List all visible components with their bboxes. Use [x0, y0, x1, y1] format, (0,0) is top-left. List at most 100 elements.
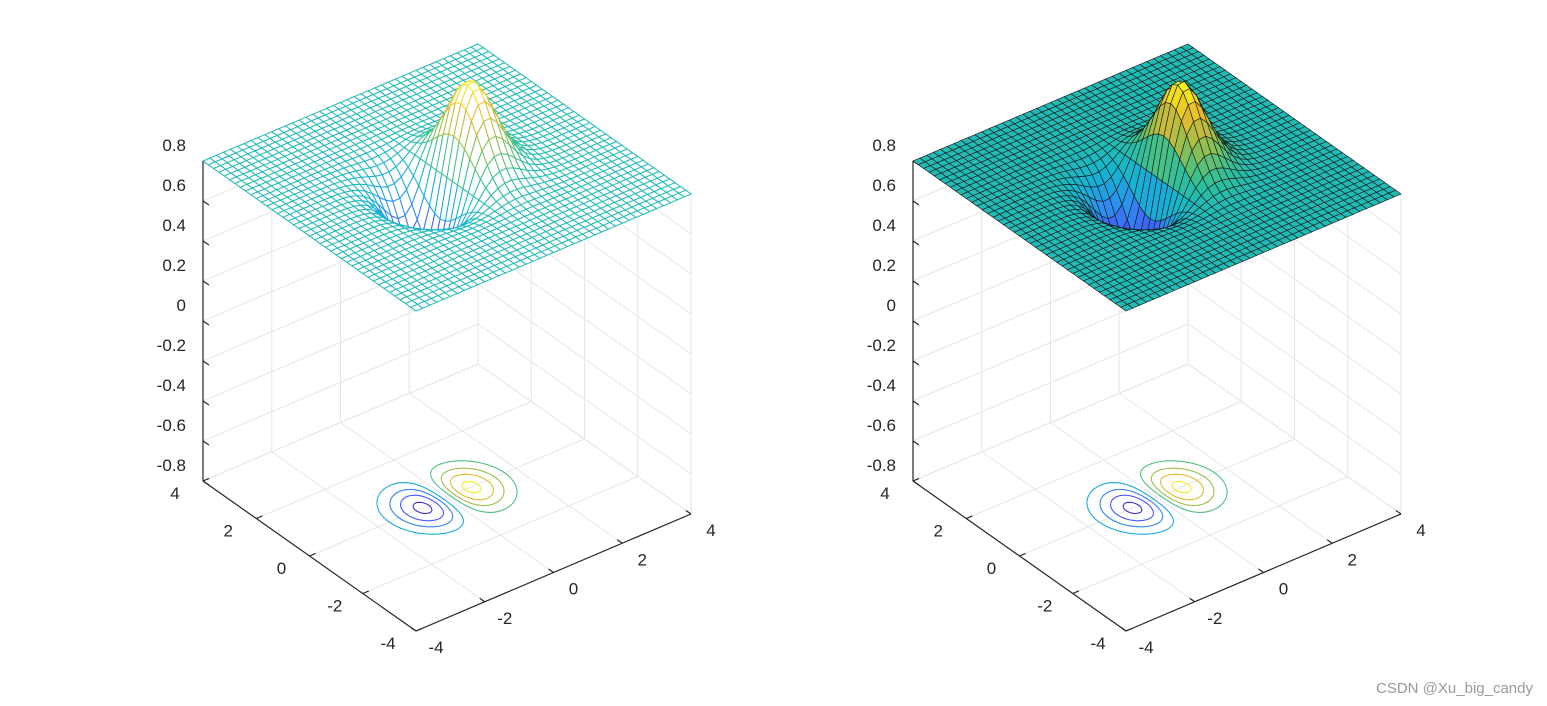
z-tick [202, 480, 210, 486]
z-tick-label: 0.6 [872, 176, 896, 195]
contour-level [1110, 494, 1155, 522]
y-tick [1125, 627, 1133, 632]
z-tick-label: -0.8 [867, 456, 896, 475]
z-tick [202, 360, 210, 366]
y-tick-label: -2 [1037, 597, 1052, 616]
contour-level [400, 494, 445, 522]
z-tick [912, 280, 920, 286]
z-tick [202, 240, 210, 246]
x-tick [685, 510, 692, 515]
contour-lines [376, 460, 518, 535]
y-tick-label: 2 [224, 522, 233, 541]
contour-level [1140, 460, 1228, 513]
x-tick [479, 597, 486, 603]
x-tick-label: 4 [1416, 521, 1425, 540]
x-tick-label: 2 [638, 550, 647, 569]
z-tick-label: -0.8 [157, 456, 186, 475]
x-tick-label: -2 [1207, 609, 1222, 628]
z-tick-label: 0.2 [162, 256, 186, 275]
contour-level [461, 480, 482, 494]
contour-level [1150, 467, 1215, 507]
y-tick [1019, 552, 1026, 557]
z-tick-label: 0.8 [162, 136, 186, 155]
z-tick [912, 320, 920, 326]
surfc-plot: -4 -2 0 2 4 -4 -2 0 2 4 -0.8 -0.6 -0.4 -0.2 0 0.2 0.4 0.6… [867, 43, 1426, 657]
axes [912, 160, 1402, 632]
meshc-plot: -4 -2 0 2 4 -4 -2 0 2 4 -0.8 -0.6 -0.4 -0.2 0 0.2 0.4 0.6… [157, 43, 716, 657]
z-tick [202, 320, 210, 326]
x-tick [548, 568, 554, 573]
contour-level [1159, 473, 1204, 501]
x-tick [1120, 627, 1127, 632]
z-tick [202, 440, 210, 446]
z-tick-label: -0.4 [867, 376, 896, 395]
x-tick [1258, 568, 1264, 573]
contour-level [1122, 501, 1143, 515]
z-tick-label: 0.4 [872, 216, 896, 235]
x-tick-label: 2 [1348, 550, 1357, 569]
mesh-facet [677, 189, 693, 198]
surface-facet [1388, 189, 1402, 198]
z-tick [912, 240, 920, 246]
x-tick-label: -4 [428, 638, 443, 657]
contour-lines [1086, 460, 1228, 535]
z-tick [912, 400, 920, 406]
y-tick [912, 477, 920, 482]
x-tick [1189, 597, 1196, 603]
contour-level [1099, 488, 1164, 528]
z-tick-label: -0.2 [157, 336, 186, 355]
z-tick [912, 360, 920, 366]
contour-level [440, 467, 505, 507]
z-tick-label: -0.2 [867, 336, 896, 355]
contour-level [449, 473, 494, 501]
y-tick-label: 4 [170, 484, 179, 503]
z-tick-label: -0.4 [157, 376, 186, 395]
y-tick [966, 515, 973, 520]
y-tick-label: -4 [1090, 634, 1105, 653]
x-tick [410, 627, 417, 632]
contour-level [1171, 480, 1192, 494]
x-tick-label: 0 [569, 580, 578, 599]
y-tick-label: -2 [327, 597, 342, 616]
x-tick [1395, 510, 1402, 515]
y-tick-label: 2 [934, 522, 943, 541]
y-tick-label: 0 [987, 559, 996, 578]
y-tick [202, 477, 210, 482]
z-tick-label: 0.6 [162, 176, 186, 195]
contour-level [430, 460, 518, 513]
y-tick [1072, 590, 1079, 595]
z-tick [912, 440, 920, 446]
x-tick [1326, 539, 1333, 544]
z-tick-label: 0.4 [162, 216, 186, 235]
x-tick-label: 0 [1279, 580, 1288, 599]
z-tick [912, 200, 920, 206]
y-tick-label: 0 [277, 559, 286, 578]
tick-labels: -4 -2 0 2 4 -4 -2 0 2 4 -0.8 -0.6 -0.4 -0.2 0 0.2 0.4 0.6… [867, 136, 1426, 657]
x-tick-label: -4 [1138, 638, 1153, 657]
contour-level [376, 482, 464, 535]
y-tick [309, 552, 316, 557]
z-tick [202, 200, 210, 206]
x-tick-label: -2 [497, 609, 512, 628]
contour-level [389, 488, 454, 528]
z-tick-label: -0.6 [867, 416, 896, 435]
z-tick [912, 480, 920, 486]
z-tick [202, 280, 210, 286]
z-tick-label: -0.6 [157, 416, 186, 435]
y-tick [415, 627, 423, 632]
contour-level [1086, 482, 1174, 535]
y-tick [362, 590, 369, 595]
x-tick [616, 539, 623, 544]
surface [201, 43, 693, 312]
y-tick [256, 515, 263, 520]
axes [202, 160, 692, 632]
y-tick-label: 4 [880, 484, 889, 503]
tick-labels: -4 -2 0 2 4 -4 -2 0 2 4 -0.8 -0.6 -0.4 -0.2 0 0.2 0.4 0.6… [157, 136, 716, 657]
y-tick-label: -4 [380, 634, 395, 653]
z-tick [202, 400, 210, 406]
z-tick-label: 0.2 [872, 256, 896, 275]
z-tick-label: 0.8 [872, 136, 896, 155]
watermark: CSDN @Xu_big_candy [1376, 680, 1533, 697]
z-tick-label: 0 [177, 296, 186, 315]
